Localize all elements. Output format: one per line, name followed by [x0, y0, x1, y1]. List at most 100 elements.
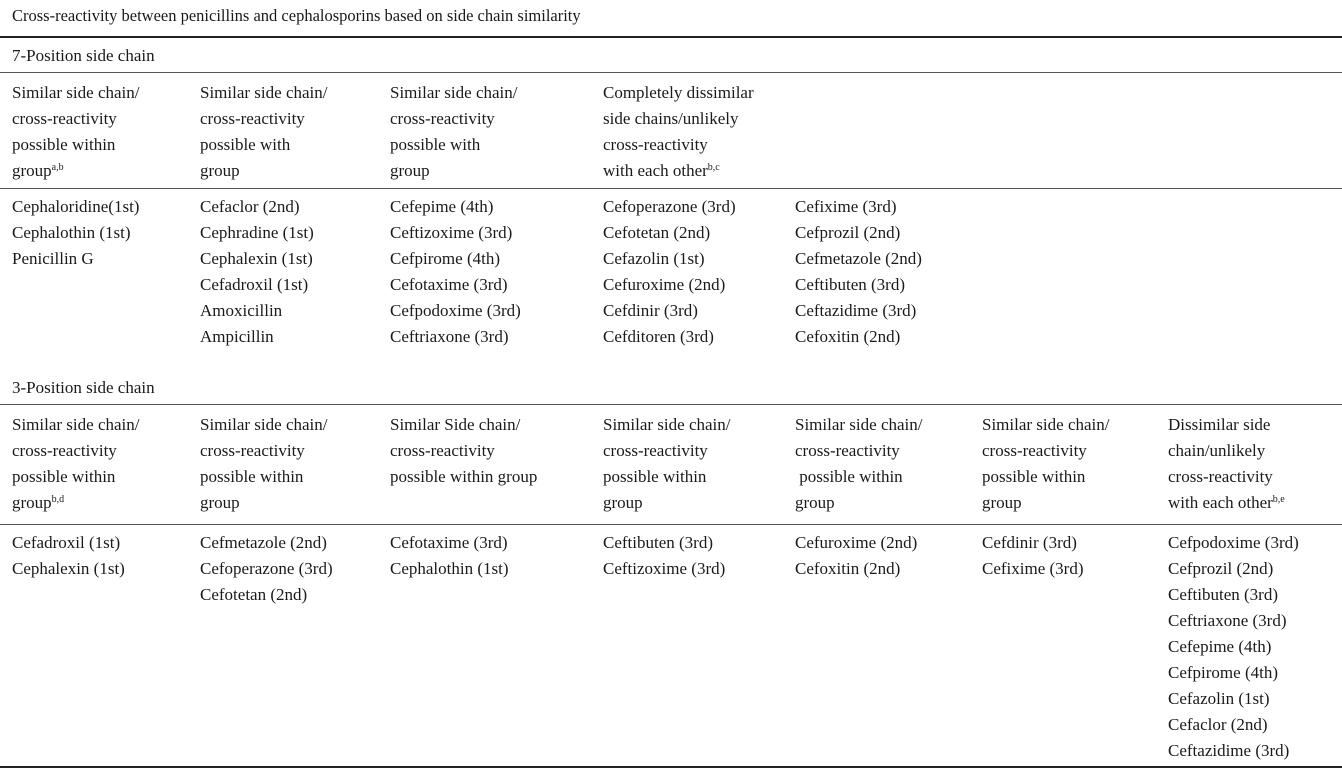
- drug-entry: Cefdinir (3rd): [603, 301, 698, 320]
- drug-entry: Cefadroxil (1st): [12, 533, 121, 552]
- section7-header-3: Completely dissimilar side chains/unlikel…: [603, 80, 754, 184]
- drug-entry: Cefuroxime (2nd): [603, 275, 726, 294]
- header-line: cross-reactivity: [603, 441, 708, 460]
- drug-entry: Cefoperazone (3rd): [603, 197, 736, 216]
- header-line: Similar side chain/: [603, 415, 731, 434]
- header-line: chain/unlikely: [1168, 441, 1266, 460]
- header-line: Similar side chain/: [390, 83, 518, 102]
- drug-entry: Cefpodoxime (3rd): [1168, 533, 1299, 552]
- drug-entry: Ceftizoxime (3rd): [390, 223, 513, 242]
- drug-entry: Cefuroxime (2nd): [795, 533, 918, 552]
- header-line: possible within: [603, 467, 707, 486]
- drug-entry: Cefmetazole (2nd): [795, 249, 922, 268]
- rule-7-header: [0, 188, 1342, 189]
- rule-7-label: [0, 72, 1342, 73]
- drug-entry: Cefoxitin (2nd): [795, 559, 901, 578]
- header-line: Similar side chain/: [982, 415, 1110, 434]
- drug-entry: Cefixime (3rd): [795, 197, 897, 216]
- section7-column-0: Cephaloridine(1st) Cephalothin (1st) Penic…: [12, 194, 139, 272]
- section7-header-2: Similar side chain/cross-reactivity possi…: [390, 80, 517, 184]
- header-line: Dissimilar side: [1168, 415, 1271, 434]
- section3-column-6: Cefpodoxime (3rd) Cefprozil (2nd) Ceftibut…: [1168, 530, 1299, 764]
- section3-column-1: Cefmetazole (2nd) Cefoperazone (3rd) Cefot…: [200, 530, 333, 608]
- drug-entry: Cefotaxime (3rd): [390, 533, 508, 552]
- header-line: group: [795, 493, 835, 512]
- header-line: group: [603, 493, 643, 512]
- rule-3-label: [0, 404, 1342, 405]
- drug-entry: Cefpodoxime (3rd): [390, 301, 521, 320]
- header-line: cross-reactivity: [1168, 467, 1273, 486]
- header-line: possible within: [982, 467, 1086, 486]
- section7-column-4: Cefixime (3rd) Cefprozil (2nd) Cefmetazole…: [795, 194, 922, 350]
- rule-3-header: [0, 524, 1342, 525]
- drug-entry: Cefaclor (2nd): [200, 197, 300, 216]
- drug-entry: Cefpirome (4th): [1168, 663, 1278, 682]
- section3-column-5: Cefdinir (3rd) Cefixime (3rd): [982, 530, 1084, 582]
- header-line: Similar side chain/: [12, 83, 140, 102]
- header-line: cross-reactivity: [982, 441, 1087, 460]
- drug-entry: Cefmetazole (2nd): [200, 533, 327, 552]
- header-line: cross-reactivity: [603, 135, 708, 154]
- header-line: possible within: [12, 467, 116, 486]
- header-line: cross-reactivity: [795, 441, 900, 460]
- drug-entry: Cefepime (4th): [1168, 637, 1272, 656]
- header-line: cross-reactivity: [200, 441, 305, 460]
- drug-entry: Amoxicillin: [200, 301, 283, 320]
- section3-header-1: Similar side chain/cross-reactivity possi…: [200, 412, 327, 516]
- drug-entry: Cefotaxime (3rd): [390, 275, 508, 294]
- drug-entry: Cefoxitin (2nd): [795, 327, 901, 346]
- section7-column-1: Cefaclor (2nd) Cephradine (1st) Cephalexin…: [200, 194, 314, 350]
- drug-entry: Cefazolin (1st): [603, 249, 705, 268]
- section3-header-2: Similar Side chain/cross-reactivity possi…: [390, 412, 537, 490]
- footnote-marker: b,d: [51, 494, 65, 505]
- header-line: cross-reactivity: [200, 109, 305, 128]
- drug-entry: Cefaclor (2nd): [1168, 715, 1268, 734]
- header-line: possible with: [200, 135, 291, 154]
- drug-entry: Cephaloridine(1st): [12, 197, 140, 216]
- header-line: groupb,d: [12, 493, 65, 512]
- section7-column-3: Cefoperazone (3rd) Cefotetan (2nd) Cefazol…: [603, 194, 736, 350]
- footnote-marker: b,e: [1272, 494, 1285, 505]
- header-line: with each otherb,e: [1168, 493, 1285, 512]
- table-title: Cross-reactivity between penicillins and…: [12, 6, 581, 25]
- header-line: possible with: [390, 135, 481, 154]
- drug-entry: Cephalothin (1st): [390, 559, 509, 578]
- section-7-label: 7-Position side chain: [12, 46, 155, 65]
- drug-entry: Cefotetan (2nd): [200, 585, 308, 604]
- section3-column-4: Cefuroxime (2nd) Cefoxitin (2nd): [795, 530, 917, 582]
- rule-top: [0, 36, 1342, 38]
- header-line: group: [200, 161, 240, 180]
- section3-column-0: Cefadroxil (1st) Cephalexin (1st): [12, 530, 125, 582]
- header-line: cross-reactivity: [12, 109, 117, 128]
- header-line: Similar side chain/: [795, 415, 923, 434]
- drug-entry: Cefotetan (2nd): [603, 223, 711, 242]
- header-line: group: [390, 161, 430, 180]
- drug-entry: Ceftriaxone (3rd): [1168, 611, 1287, 630]
- header-line: possible within: [795, 467, 903, 486]
- drug-entry: Cefditoren (3rd): [603, 327, 714, 346]
- header-line: cross-reactivity: [390, 441, 495, 460]
- drug-entry: Cephalexin (1st): [12, 559, 125, 578]
- drug-entry: Cefpirome (4th): [390, 249, 500, 268]
- header-line: side chains/unlikely: [603, 109, 739, 128]
- rule-bottom: [0, 766, 1342, 768]
- drug-entry: Ceftibuten (3rd): [603, 533, 713, 552]
- drug-entry: Ceftibuten (3rd): [795, 275, 905, 294]
- drug-entry: Ceftizoxime (3rd): [603, 559, 726, 578]
- header-line: Similar side chain/: [12, 415, 140, 434]
- drug-entry: Cefprozil (2nd): [1168, 559, 1274, 578]
- drug-entry: Cefixime (3rd): [982, 559, 1084, 578]
- drug-entry: Cephradine (1st): [200, 223, 314, 242]
- header-line: with each otherb,c: [603, 161, 720, 180]
- header-line: groupa,b: [12, 161, 64, 180]
- header-line: cross-reactivity: [390, 109, 495, 128]
- drug-entry: Cephalexin (1st): [200, 249, 313, 268]
- drug-entry: Cefazolin (1st): [1168, 689, 1270, 708]
- header-line: possible within group: [390, 467, 538, 486]
- section3-column-2: Cefotaxime (3rd) Cephalothin (1st): [390, 530, 509, 582]
- drug-entry: Cefdinir (3rd): [982, 533, 1077, 552]
- drug-entry: Ampicillin: [200, 327, 274, 346]
- section3-column-3: Ceftibuten (3rd) Ceftizoxime (3rd): [603, 530, 725, 582]
- section3-header-4: Similar side chain/cross-reactivity poss…: [795, 412, 922, 516]
- header-line: Similar side chain/: [200, 415, 328, 434]
